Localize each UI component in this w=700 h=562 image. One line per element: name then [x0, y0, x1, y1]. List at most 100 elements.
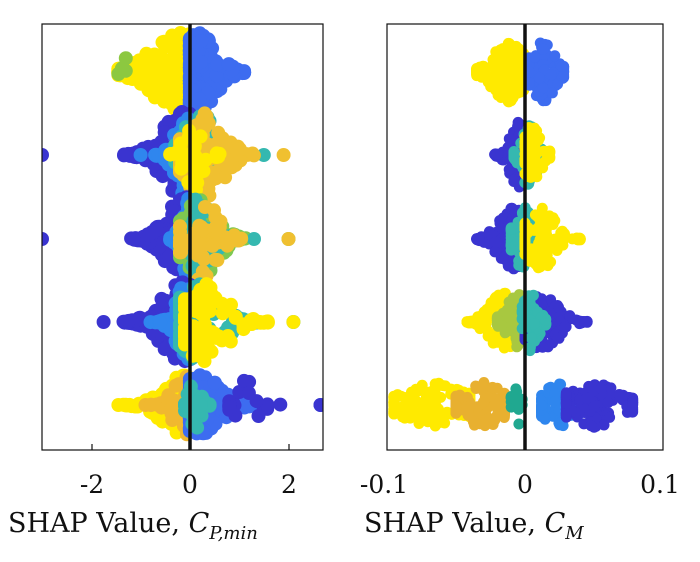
shap-point	[552, 332, 564, 344]
shap-point	[313, 398, 323, 412]
shap-point	[508, 174, 520, 186]
shap-point	[534, 208, 546, 220]
shap-point	[96, 315, 111, 329]
shap-point	[524, 300, 536, 311]
shap-point	[463, 317, 475, 329]
shap-point	[471, 64, 483, 76]
shap-point	[388, 408, 400, 420]
shap-point	[503, 296, 515, 308]
shap-point	[142, 228, 157, 243]
shap-point	[511, 332, 523, 344]
shap-point	[581, 316, 593, 328]
shap-point	[525, 332, 537, 344]
xtick-label-right-0: -0.1	[360, 470, 408, 499]
shap-point	[537, 82, 549, 94]
shap-point	[207, 326, 222, 341]
shap-point	[503, 164, 515, 175]
shap-point	[498, 408, 510, 420]
shap-point	[552, 78, 564, 90]
shap-point	[192, 368, 207, 383]
shap-point	[541, 229, 553, 241]
shap-point	[555, 378, 567, 390]
shap-point	[193, 398, 208, 413]
shap-point	[194, 220, 209, 234]
shap-point	[478, 377, 490, 388]
shap-point	[511, 341, 523, 353]
shap-point	[241, 386, 256, 400]
shap-point	[613, 389, 625, 400]
shap-point	[560, 408, 572, 420]
shap-point	[260, 397, 275, 412]
shap-point	[492, 148, 504, 160]
points-left	[42, 26, 323, 442]
shap-point	[560, 389, 572, 401]
shap-point	[413, 408, 425, 419]
shap-point	[273, 397, 288, 412]
shap-point	[208, 219, 223, 234]
shap-point	[281, 232, 296, 246]
points-right	[388, 37, 639, 433]
shap-point	[527, 144, 539, 156]
shap-point	[139, 46, 154, 61]
shap-point	[549, 388, 561, 400]
shap-point	[202, 342, 217, 357]
shap-point	[404, 412, 416, 424]
shap-point	[450, 400, 462, 412]
shap-point	[492, 77, 504, 89]
shap-point	[228, 310, 243, 325]
shap-point	[595, 383, 607, 394]
shap-point	[167, 146, 181, 161]
shap-point	[545, 256, 557, 268]
shap-point	[430, 379, 441, 391]
shap-point	[173, 219, 187, 234]
shap-point	[524, 345, 536, 357]
shap-point	[246, 148, 261, 163]
shap-point	[222, 400, 237, 415]
shap-point	[604, 411, 616, 423]
shap-point	[153, 315, 168, 330]
shap-point	[155, 169, 170, 184]
shap-point	[529, 318, 540, 330]
shap-point	[588, 400, 600, 412]
shap-point	[404, 390, 416, 402]
shap-point	[527, 289, 539, 301]
shap-point	[557, 420, 569, 432]
shap-point	[497, 43, 509, 55]
shap-point	[418, 397, 430, 409]
shap-point	[625, 405, 637, 417]
shap-point	[158, 82, 172, 97]
shap-point	[503, 133, 515, 145]
shap-point	[198, 200, 212, 214]
shap-point	[549, 215, 561, 227]
shap-point	[148, 66, 163, 81]
shap-point	[142, 83, 157, 98]
shap-point	[133, 148, 148, 162]
shap-point	[247, 232, 261, 246]
shap-point	[536, 245, 547, 257]
shap-point	[490, 236, 502, 248]
shap-point	[210, 57, 225, 72]
shap-point	[207, 375, 222, 390]
shap-point	[489, 293, 501, 304]
shap-point	[194, 153, 209, 168]
shap-point	[194, 117, 209, 132]
shap-point	[500, 65, 512, 77]
xtick-label-left-1: 0	[182, 470, 198, 499]
shap-point	[605, 382, 617, 394]
shap-point	[192, 92, 207, 107]
shap-point	[256, 315, 271, 330]
shap-point	[537, 341, 549, 353]
xtick-label-right-1: 0	[517, 470, 533, 499]
shap-point	[546, 69, 557, 81]
shap-point	[205, 238, 220, 253]
shap-point	[496, 223, 508, 235]
shap-point	[528, 125, 540, 137]
shap-point	[440, 409, 452, 421]
shap-point	[489, 398, 501, 410]
shap-point	[220, 238, 235, 253]
shap-point	[233, 142, 247, 157]
shap-point	[174, 161, 189, 176]
xtick-label-left-2: 2	[281, 470, 297, 499]
shap-point	[188, 192, 203, 207]
shap-point	[431, 392, 443, 404]
